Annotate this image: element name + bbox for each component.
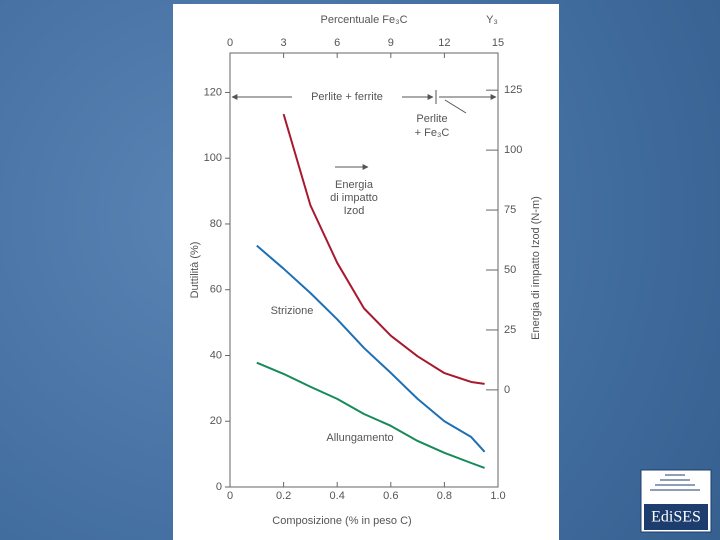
series-label: Allungamento [326, 432, 393, 444]
series-label: Strizione [271, 305, 314, 317]
x-tick-label: 0.8 [437, 490, 452, 502]
series-line [282, 113, 485, 385]
y-axis-title: Duttilità (%) [189, 242, 201, 299]
y-tick-label: 80 [210, 218, 222, 230]
annotation: Perlite + ferrite [311, 91, 383, 103]
leader-line [444, 99, 467, 114]
x-tick-label: 0.4 [330, 490, 345, 502]
series-line [256, 361, 485, 469]
top-axis-title: Percentuale Fe₃C [320, 14, 407, 26]
logo-band [644, 504, 708, 530]
panel [173, 4, 559, 540]
annotation: Energia [335, 179, 374, 191]
x-axis-title: Composizione (% in peso C) [272, 515, 411, 527]
y-tick-label: 120 [204, 86, 222, 98]
y2-tick-label: 100 [504, 144, 522, 156]
annotation: Izod [344, 205, 365, 217]
y-tick-label: 100 [204, 152, 222, 164]
y2-tick-label: 0 [504, 384, 510, 396]
y-tick-label: 60 [210, 284, 222, 296]
y-tick-label: 40 [210, 349, 222, 361]
x-tick-label: 1.0 [490, 490, 505, 502]
series-line [256, 244, 486, 453]
annotation: Perlite [416, 113, 447, 125]
y2-tick-label: 25 [504, 324, 516, 336]
logo-icon [650, 474, 700, 491]
y2-tick-label: 50 [504, 264, 516, 276]
label-bg [292, 89, 402, 105]
annotation: + Fe₃C [415, 127, 450, 139]
x2-tick-label: 3 [281, 37, 287, 49]
x-tick-label: 0.6 [383, 490, 398, 502]
x2-tick-label: 9 [388, 37, 394, 49]
x2-tick-label: 0 [227, 37, 233, 49]
x-tick-label: 0 [227, 490, 233, 502]
x2-tick-label: 6 [334, 37, 340, 49]
x-tick-label: 0.2 [276, 490, 291, 502]
y2-axis-title: Energia di impatto Izod (N-m) [530, 196, 542, 340]
y-tick-label: 0 [216, 481, 222, 493]
y-tick-label: 20 [210, 415, 222, 427]
y2-tick-label: 75 [504, 204, 516, 216]
y2-tick-label: 125 [504, 84, 522, 96]
x2-tick-label: 15 [492, 37, 504, 49]
logo-text: EdiSES [651, 509, 701, 526]
figure-label: Y₃ [486, 14, 498, 26]
annotation: di impatto [330, 192, 378, 204]
x2-tick-label: 12 [438, 37, 450, 49]
